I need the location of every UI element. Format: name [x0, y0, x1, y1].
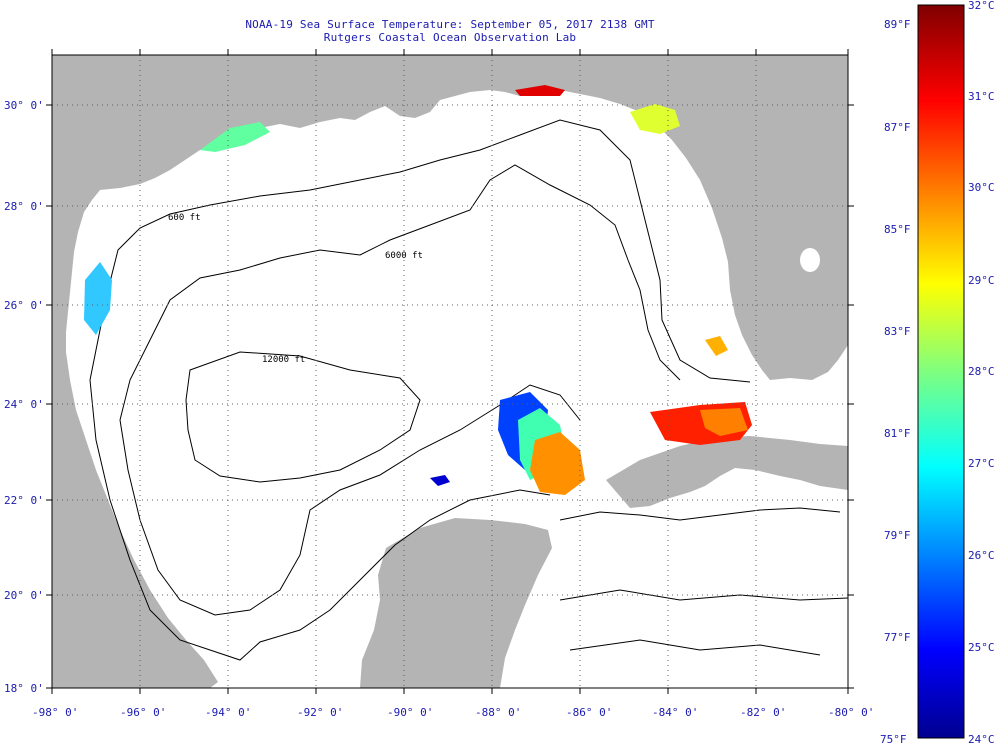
colorbar-celsius-labels: 32°C 31°C 30°C 29°C 28°C 27°C 26°C 25°C … [968, 0, 995, 746]
sst-patch-louisiana [200, 122, 270, 152]
lon-label: -82° 0' [740, 706, 786, 719]
lat-label: 18° 0' [4, 682, 44, 695]
celsius-label: 28°C [968, 365, 995, 378]
lon-label: -96° 0' [120, 706, 166, 719]
lon-label: -80° 0' [828, 706, 874, 719]
axis-ticks [46, 49, 854, 694]
fahrenheit-label: 79°F [884, 529, 911, 542]
lat-label: 22° 0' [4, 494, 44, 507]
contour-caribbean [559, 507, 848, 656]
sst-patch-florida-yellow [630, 104, 680, 134]
lat-label: 20° 0' [4, 589, 44, 602]
lon-label: -94° 0' [205, 706, 251, 719]
celsius-label: 32°C [968, 0, 995, 12]
sst-patch-west-florida [705, 336, 728, 356]
lat-label: 30° 0' [4, 99, 44, 112]
sst-patch-central-orange [530, 432, 585, 495]
celsius-label: 26°C [968, 549, 995, 562]
fahrenheit-label: 89°F [884, 18, 911, 31]
lat-label: 28° 0' [4, 200, 44, 213]
graticule [52, 55, 848, 688]
longitude-labels: -98° 0' -96° 0' -94° 0' -92° 0' -90° 0' … [32, 706, 874, 719]
lake-okeechobee [800, 248, 820, 272]
sst-patch-texas [84, 262, 112, 335]
lon-label: -88° 0' [475, 706, 521, 719]
celsius-label: 24°C [968, 733, 995, 746]
map-subtitle: Rutgers Coastal Ocean Observation Lab [323, 31, 577, 44]
lon-label: -84° 0' [652, 706, 698, 719]
latitude-labels: 30° 0' 28° 0' 26° 0' 24° 0' 22° 0' 20° 0… [4, 99, 44, 695]
contour-label-shelf: 600 ft [168, 213, 201, 223]
contour-abyssal [185, 351, 421, 483]
fahrenheit-label: 87°F [884, 121, 911, 134]
contour-shelf [89, 119, 751, 661]
sst-patch-mississippi-red [515, 85, 565, 96]
lon-label: -92° 0' [297, 706, 343, 719]
lon-label: -98° 0' [32, 706, 78, 719]
land-mexico [52, 352, 218, 688]
celsius-label: 27°C [968, 457, 995, 470]
fahrenheit-label: 85°F [884, 223, 911, 236]
contour-label-6000: 6000 ft [385, 251, 423, 261]
lon-label: -86° 0' [566, 706, 612, 719]
celsius-label: 29°C [968, 274, 995, 287]
fahrenheit-label: 81°F [884, 427, 911, 440]
contour-label-12000: 12000 ft [262, 355, 305, 365]
sst-patch-small-blue [430, 475, 450, 486]
lon-label: -90° 0' [387, 706, 433, 719]
land-cuba [606, 436, 848, 508]
fahrenheit-label: 75°F [880, 733, 907, 746]
map-frame [51, 54, 849, 689]
land-yucatan [360, 518, 552, 688]
fahrenheit-label: 77°F [884, 631, 911, 644]
colorbar [917, 4, 965, 739]
lat-label: 24° 0' [4, 398, 44, 411]
lat-label: 26° 0' [4, 299, 44, 312]
celsius-label: 31°C [968, 90, 995, 103]
fahrenheit-label: 83°F [884, 325, 911, 338]
celsius-label: 30°C [968, 181, 995, 194]
map-title: NOAA-19 Sea Surface Temperature: Septemb… [245, 18, 655, 31]
sst-patch-cuba-orange [700, 408, 748, 436]
colorbar-fahrenheit-labels: 89°F 87°F 85°F 83°F 81°F 79°F 77°F 75°F [880, 18, 911, 746]
celsius-label: 25°C [968, 641, 995, 654]
sst-patches [84, 85, 752, 495]
land-us-coast [52, 55, 848, 380]
